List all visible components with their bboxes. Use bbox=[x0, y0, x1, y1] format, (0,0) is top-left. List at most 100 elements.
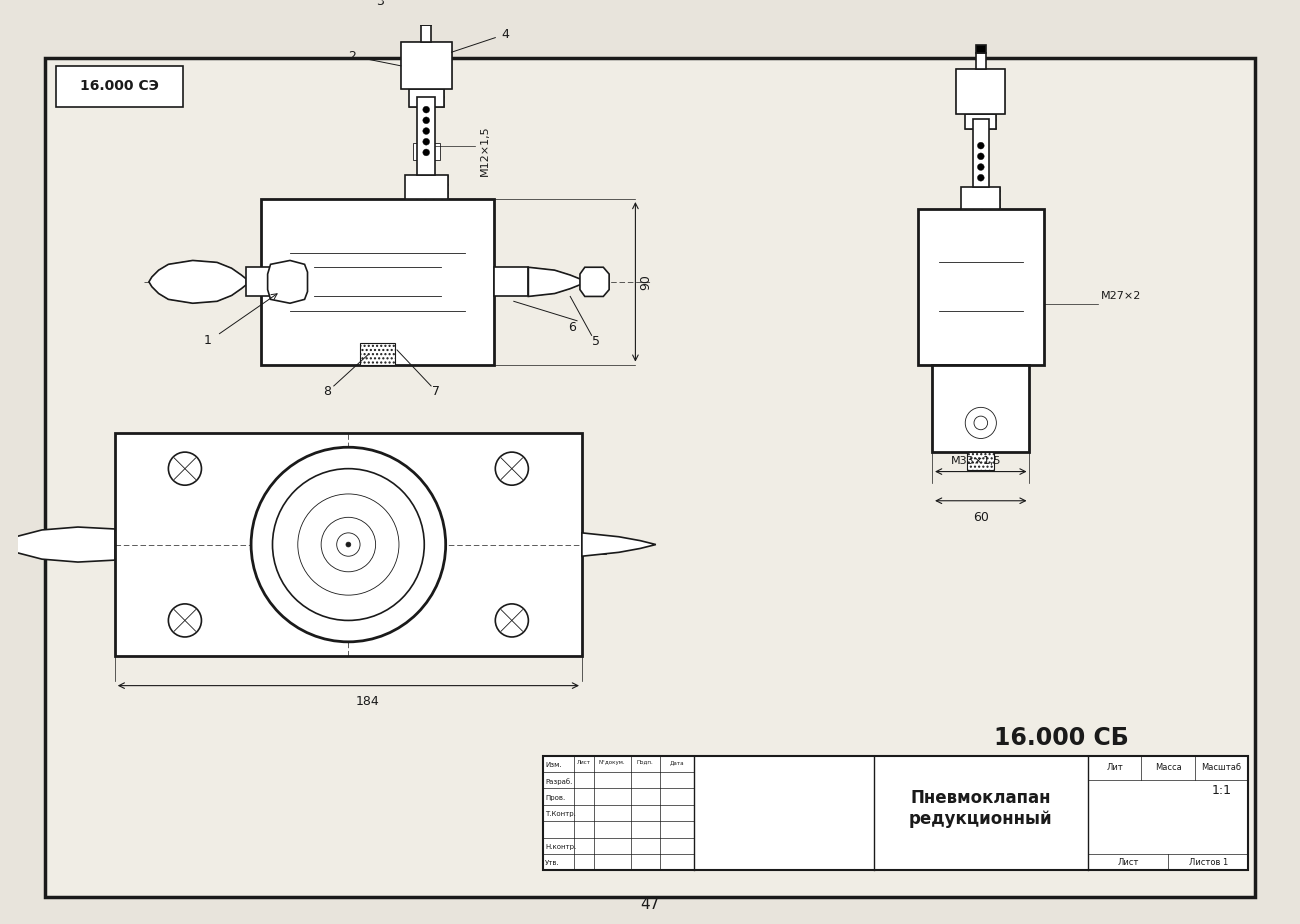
Polygon shape bbox=[150, 261, 246, 303]
Bar bbox=[400, 43, 451, 90]
Bar bbox=[494, 267, 528, 297]
Bar bbox=[957, 68, 1005, 114]
Bar bbox=[965, 114, 996, 129]
Bar bbox=[976, 45, 985, 54]
Text: 3: 3 bbox=[376, 0, 384, 8]
Circle shape bbox=[978, 175, 984, 181]
Text: 7: 7 bbox=[432, 385, 439, 398]
Text: М12×1,5: М12×1,5 bbox=[480, 125, 490, 176]
Circle shape bbox=[273, 468, 424, 620]
Text: Лист: Лист bbox=[1117, 857, 1139, 867]
Polygon shape bbox=[404, 175, 447, 200]
Circle shape bbox=[169, 452, 202, 485]
Polygon shape bbox=[528, 267, 585, 297]
Text: 1: 1 bbox=[203, 334, 211, 346]
Text: Лист: Лист bbox=[577, 760, 590, 765]
Polygon shape bbox=[582, 533, 655, 556]
Circle shape bbox=[965, 407, 996, 439]
Bar bbox=[246, 267, 270, 297]
Bar bbox=[976, 54, 985, 68]
Text: Пневмоклапан
редукционный: Пневмоклапан редукционный bbox=[909, 789, 1053, 828]
Text: М27×2: М27×2 bbox=[1101, 291, 1141, 301]
Circle shape bbox=[978, 142, 984, 149]
Polygon shape bbox=[965, 114, 996, 129]
Circle shape bbox=[169, 604, 202, 637]
Circle shape bbox=[978, 164, 984, 170]
Bar bbox=[421, 25, 432, 43]
Circle shape bbox=[422, 117, 429, 124]
Text: Разраб.: Разраб. bbox=[545, 778, 572, 784]
Polygon shape bbox=[441, 200, 494, 365]
Circle shape bbox=[495, 452, 528, 485]
Text: 1:1: 1:1 bbox=[1212, 784, 1231, 796]
Circle shape bbox=[422, 128, 429, 134]
Bar bbox=[400, 43, 451, 90]
Bar bbox=[412, 142, 439, 160]
Polygon shape bbox=[918, 209, 957, 365]
Text: 16.000 СБ: 16.000 СБ bbox=[993, 726, 1128, 750]
Polygon shape bbox=[1002, 365, 1030, 452]
Bar bbox=[417, 97, 436, 175]
Text: 47: 47 bbox=[641, 897, 659, 912]
Text: Подп.: Подп. bbox=[637, 760, 654, 765]
Text: Масштаб: Масштаб bbox=[1201, 763, 1242, 772]
Bar bbox=[918, 209, 1044, 365]
Bar bbox=[360, 343, 395, 365]
Text: Т.Контр.: Т.Контр. bbox=[545, 811, 576, 817]
Circle shape bbox=[321, 517, 376, 572]
Polygon shape bbox=[1005, 209, 1044, 365]
Bar bbox=[932, 365, 1030, 452]
Text: 4: 4 bbox=[500, 29, 510, 42]
Bar bbox=[957, 68, 1005, 114]
Text: N°докум.: N°докум. bbox=[599, 760, 625, 765]
Circle shape bbox=[422, 139, 429, 145]
Polygon shape bbox=[0, 527, 114, 562]
Text: 90: 90 bbox=[640, 274, 653, 290]
Text: Листов 1: Листов 1 bbox=[1188, 857, 1228, 867]
Circle shape bbox=[346, 542, 351, 547]
Circle shape bbox=[978, 153, 984, 160]
Bar bbox=[961, 188, 1000, 209]
Circle shape bbox=[298, 494, 399, 595]
Text: 5: 5 bbox=[593, 334, 601, 347]
Text: 2: 2 bbox=[348, 50, 356, 63]
Polygon shape bbox=[580, 267, 610, 297]
Polygon shape bbox=[268, 261, 308, 303]
Bar bbox=[114, 432, 582, 656]
Text: 184: 184 bbox=[356, 696, 380, 709]
Polygon shape bbox=[261, 200, 315, 365]
Polygon shape bbox=[528, 267, 585, 297]
Bar bbox=[404, 175, 447, 200]
Text: Пров.: Пров. bbox=[545, 795, 566, 800]
Bar bbox=[87, 531, 114, 558]
Text: 6: 6 bbox=[568, 321, 576, 334]
Text: 8: 8 bbox=[322, 385, 332, 398]
Bar bbox=[56, 66, 183, 106]
Text: Н.контр.: Н.контр. bbox=[545, 844, 576, 850]
Bar bbox=[972, 119, 988, 188]
Circle shape bbox=[337, 533, 360, 556]
Bar bbox=[967, 452, 995, 469]
Bar bbox=[408, 90, 443, 106]
Polygon shape bbox=[334, 335, 421, 365]
Text: Масса: Масса bbox=[1154, 763, 1182, 772]
Polygon shape bbox=[961, 188, 1000, 209]
Polygon shape bbox=[408, 90, 443, 106]
Text: 16.000 СЭ: 16.000 СЭ bbox=[81, 79, 159, 93]
Circle shape bbox=[974, 416, 988, 430]
Circle shape bbox=[251, 447, 446, 642]
Bar bbox=[261, 200, 494, 365]
Text: Дата: Дата bbox=[670, 760, 684, 765]
Bar bbox=[421, 18, 432, 25]
Text: Лит: Лит bbox=[1106, 763, 1123, 772]
Polygon shape bbox=[932, 365, 959, 452]
Circle shape bbox=[422, 106, 429, 113]
Bar bbox=[582, 535, 606, 554]
Polygon shape bbox=[150, 261, 246, 303]
Text: Утв.: Утв. bbox=[545, 860, 560, 866]
Circle shape bbox=[422, 149, 429, 156]
Circle shape bbox=[495, 604, 528, 637]
Text: Изм.: Изм. bbox=[545, 761, 562, 768]
Text: М33×1,5: М33×1,5 bbox=[950, 456, 1001, 466]
Text: 60: 60 bbox=[972, 512, 989, 525]
